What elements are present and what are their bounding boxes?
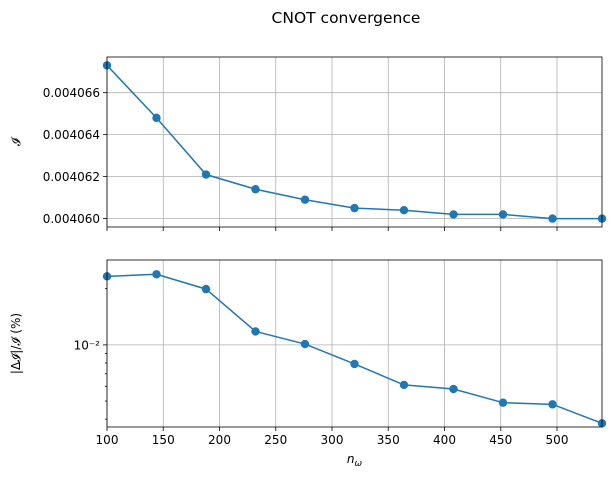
top-panel: 0.004066 0.004064 0.004062 0.004060 𝓘: [9, 56, 607, 231]
axes-frame: [106, 56, 603, 228]
data-point: [449, 210, 458, 219]
data-point: [152, 113, 161, 123]
x-tick-label: 150: [152, 433, 175, 447]
y-tick-label: 0.004064: [43, 128, 100, 142]
data-point: [498, 398, 508, 407]
y-tick-label: 10⁻²: [74, 338, 101, 352]
x-tick-label: 500: [546, 433, 569, 447]
x-axis-label: nω: [347, 452, 363, 469]
data-point: [350, 203, 359, 213]
series-line: [106, 273, 603, 424]
data-point: [251, 327, 260, 336]
data-point: [251, 185, 260, 194]
x-tick-label: 300: [321, 433, 344, 447]
x-tick-label: 200: [208, 433, 231, 447]
data-point: [548, 400, 557, 409]
y-tick-label: 0.004066: [43, 86, 100, 100]
data-point: [350, 359, 359, 369]
x-tick-label: 100: [96, 433, 119, 447]
x-tick-label: 350: [377, 433, 400, 447]
y-tick-label: 0.004062: [43, 170, 100, 184]
figure-title: CNOT convergence: [272, 9, 421, 27]
data-point: [449, 384, 458, 394]
y-axis-label: |Δ𝓘|/𝓘 (%): [9, 313, 23, 374]
data-point: [201, 284, 211, 294]
x-tick-label: 250: [264, 433, 287, 447]
y-tick-label: 0.004060: [43, 212, 100, 226]
data-point: [201, 170, 211, 179]
series-line: [106, 64, 602, 220]
data-point: [399, 206, 409, 215]
data-point: [152, 270, 161, 279]
data-point: [498, 210, 508, 219]
data-point: [548, 214, 557, 223]
data-point: [300, 195, 310, 204]
data-point: [300, 339, 310, 349]
y-axis-label: 𝓘: [9, 136, 23, 146]
data-point: [399, 380, 409, 390]
axes-frame: [106, 259, 603, 428]
bottom-panel: 100 150 200 250 300 350 400 450 500 10⁻² |Δ𝓘|/𝓘 (%…: [9, 259, 607, 469]
x-tick-label: 400: [433, 433, 456, 447]
x-tick-label: 450: [489, 433, 512, 447]
